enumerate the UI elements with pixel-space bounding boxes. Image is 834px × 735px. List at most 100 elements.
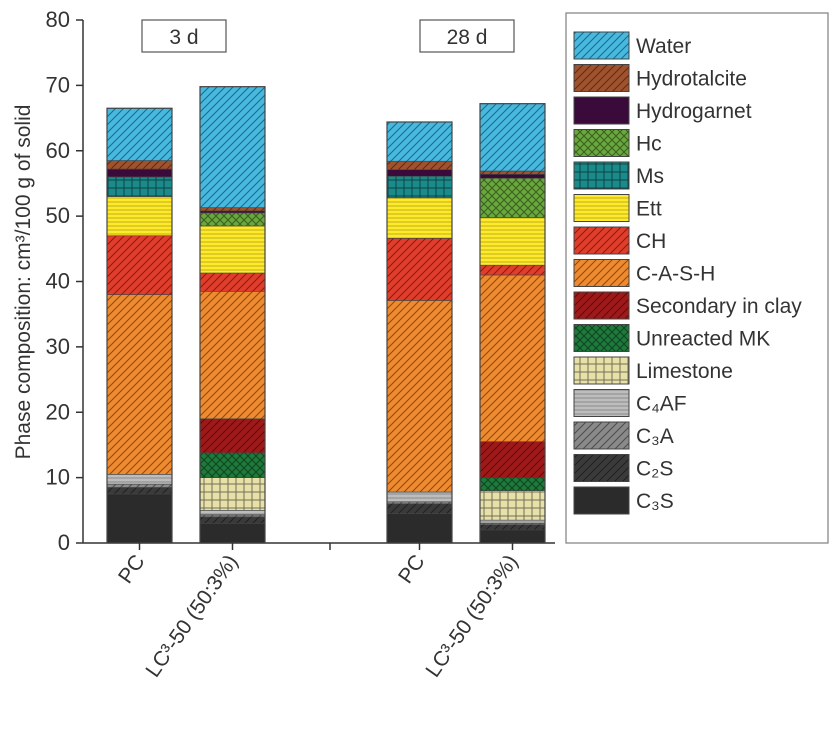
bar-segment <box>386 197 453 239</box>
legend-swatch <box>573 259 630 287</box>
bar-segment <box>479 524 546 531</box>
bar-segment <box>106 196 173 237</box>
stacked-bar <box>199 86 266 550</box>
legend-label: CH <box>636 230 666 253</box>
legend-swatch <box>573 194 630 222</box>
bar-segment <box>106 487 173 495</box>
legend-label: C₂S <box>636 458 673 481</box>
bar-segment <box>386 503 453 514</box>
legend-swatch <box>573 486 630 515</box>
bar-segment <box>106 107 173 161</box>
bar-segment <box>479 177 546 218</box>
panel-title-box <box>419 19 515 53</box>
y-tick-label: 40 <box>46 269 70 294</box>
legend-label: Hydrotalcite <box>636 68 747 91</box>
bar-segment <box>386 169 453 177</box>
bar-segment <box>386 238 453 301</box>
bar-segment <box>199 272 266 292</box>
bar-segment <box>106 160 173 170</box>
stacked-bar <box>479 103 546 550</box>
legend-label: Limestone <box>636 360 733 383</box>
x-tick-label: PC <box>114 551 150 588</box>
bar-segment <box>386 491 453 503</box>
stacked-bar <box>386 121 453 550</box>
legend-label: Ms <box>636 165 664 188</box>
legend-label: Hc <box>636 133 662 156</box>
bar-segment <box>199 291 266 420</box>
bar-segment <box>199 516 266 524</box>
legend-label: Unreacted MK <box>636 328 770 351</box>
bar-segment <box>199 207 266 212</box>
stacked-bar <box>106 107 173 550</box>
bar-segment <box>199 452 266 478</box>
bar-segment <box>386 121 453 162</box>
y-tick-label: 10 <box>46 465 70 490</box>
legend: Water Hydrotalcite Hydrogarnet Hc Ms Ett CH C-A… <box>565 12 829 544</box>
y-tick-label: 80 <box>46 7 70 32</box>
bar-segment <box>386 160 453 171</box>
legend-swatch <box>573 389 630 417</box>
legend-label: Ett <box>636 198 662 221</box>
bar-segment <box>199 523 266 544</box>
legend-swatch <box>573 31 630 60</box>
bar-segment <box>199 477 266 511</box>
legend-swatch <box>573 291 630 320</box>
bar-segment <box>479 217 546 266</box>
legend-swatch <box>573 324 630 352</box>
x-tick-label: LC³-50 (50:3%) <box>141 551 242 682</box>
bar-segment <box>479 519 546 524</box>
y-tick-label: 30 <box>46 334 70 359</box>
bar-segment <box>106 176 173 197</box>
legend-swatch <box>573 226 630 255</box>
y-tick-label: 50 <box>46 203 70 228</box>
bar-segment <box>479 490 546 521</box>
bar-segment <box>479 170 546 175</box>
bar-segment <box>199 225 266 274</box>
legend-swatch <box>573 421 630 450</box>
legend-label: Hydrogarnet <box>636 100 752 123</box>
panel-title-box <box>141 19 227 53</box>
bar-segment <box>199 510 266 516</box>
y-tick-label: 0 <box>58 530 70 555</box>
bar-segment <box>386 175 453 199</box>
bar-segment <box>106 474 173 485</box>
y-axis: 0 10 20 30 40 50 60 70 80 <box>46 7 83 555</box>
bar-segment <box>479 274 546 442</box>
legend-swatch <box>573 64 630 92</box>
bar-segment <box>106 235 173 295</box>
legend-swatch <box>573 454 630 482</box>
legend-swatch <box>573 356 630 385</box>
y-axis-title: Phase composition: cm³/100 g of solid <box>12 105 35 460</box>
bar-segment <box>479 103 546 172</box>
panel-title: 28 d <box>447 26 488 49</box>
legend-label: C₃S <box>636 490 674 513</box>
bar-segment <box>479 264 546 276</box>
bar-segment <box>479 529 546 544</box>
bar-segment <box>479 173 546 179</box>
bar-segment <box>479 441 546 478</box>
legend-swatch <box>573 129 630 157</box>
bar-segment <box>106 168 173 178</box>
bar-segment <box>106 483 173 488</box>
panel-title: 3 d <box>169 26 198 49</box>
bar-segment <box>386 513 453 544</box>
y-tick-label: 20 <box>46 399 70 424</box>
bar-segment <box>386 300 453 493</box>
legend-label: C₄AF <box>636 393 687 416</box>
legend-label: C₃A <box>636 425 674 448</box>
legend-label: Secondary in clay <box>636 295 802 318</box>
bar-segment <box>199 418 266 454</box>
y-tick-label: 70 <box>46 72 70 97</box>
x-tick-label: LC³-50 (50:3%) <box>421 551 522 682</box>
bar-segment <box>199 86 266 208</box>
bar-segment <box>479 477 546 491</box>
legend-label: C-A-S-H <box>636 263 715 286</box>
bar-segment <box>106 294 173 475</box>
legend-label: Water <box>636 35 691 58</box>
bar-segment <box>199 212 266 227</box>
y-tick-label: 60 <box>46 138 70 163</box>
x-tick-label: PC <box>394 551 430 588</box>
legend-swatch <box>573 96 630 125</box>
legend-swatch <box>573 161 630 190</box>
